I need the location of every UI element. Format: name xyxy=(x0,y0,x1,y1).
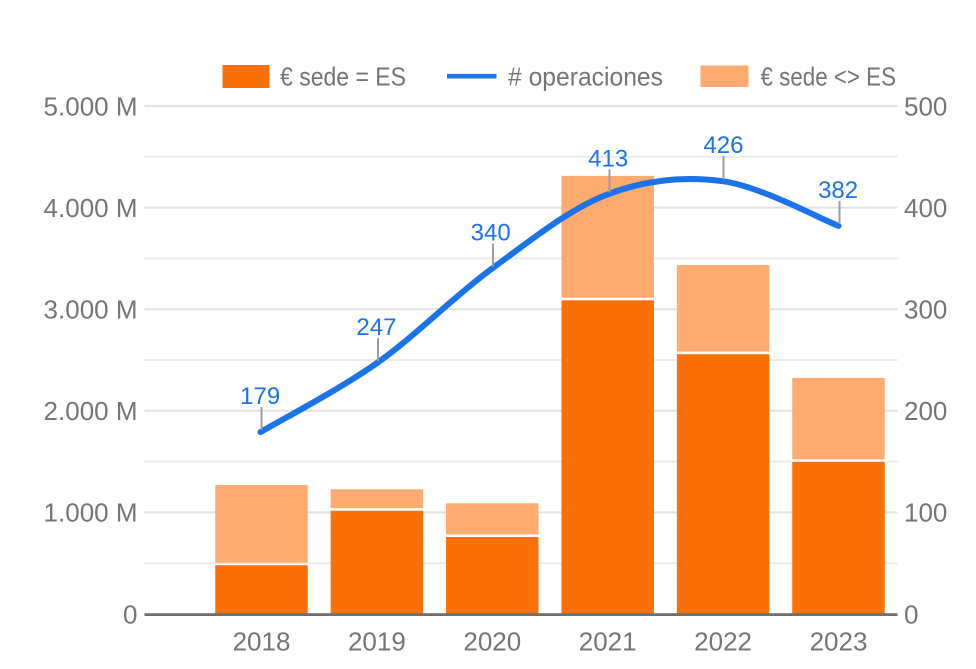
svg-text:382: 382 xyxy=(818,177,858,204)
svg-text:2020: 2020 xyxy=(463,626,521,656)
svg-text:2019: 2019 xyxy=(348,626,406,656)
svg-text:4.000 M: 4.000 M xyxy=(44,193,138,223)
svg-text:179: 179 xyxy=(240,383,280,410)
svg-text:413: 413 xyxy=(588,145,628,172)
svg-text:2.000 M: 2.000 M xyxy=(44,396,138,426)
svg-text:€ sede <> ES: € sede <> ES xyxy=(761,62,897,92)
svg-text:3.000 M: 3.000 M xyxy=(44,295,138,325)
svg-text:0: 0 xyxy=(904,599,918,629)
svg-text:2021: 2021 xyxy=(579,626,637,656)
svg-text:2022: 2022 xyxy=(694,626,752,656)
svg-text:500: 500 xyxy=(904,91,947,121)
svg-text:# operaciones: # operaciones xyxy=(508,62,663,92)
svg-text:247: 247 xyxy=(356,314,396,341)
svg-text:426: 426 xyxy=(703,132,743,159)
svg-text:340: 340 xyxy=(471,220,511,247)
svg-text:€ sede = ES: € sede = ES xyxy=(280,62,406,92)
svg-text:5.000 M: 5.000 M xyxy=(44,91,138,121)
svg-text:400: 400 xyxy=(904,193,947,223)
svg-text:2023: 2023 xyxy=(810,626,868,656)
svg-text:200: 200 xyxy=(904,396,947,426)
svg-text:2018: 2018 xyxy=(233,626,291,656)
svg-text:1.000 M: 1.000 M xyxy=(44,498,138,528)
svg-text:0: 0 xyxy=(123,599,137,629)
svg-text:100: 100 xyxy=(904,498,947,528)
svg-text:300: 300 xyxy=(904,295,947,325)
